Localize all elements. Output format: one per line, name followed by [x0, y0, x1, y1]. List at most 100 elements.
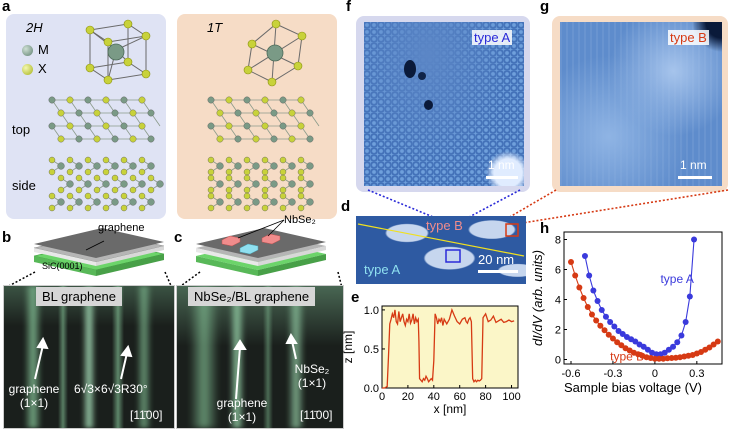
rheed-c-nbse2-streak-label: NbSe₂ (1×1) [294, 362, 330, 390]
stm-g-type-label: type B [668, 30, 709, 45]
lattice-atom [288, 162, 296, 170]
lattice-atom [306, 135, 314, 143]
lattice-atom [252, 135, 260, 143]
lattice-atom [279, 192, 287, 200]
unit-cell-2h-diagram [85, 19, 151, 85]
lattice-atom [156, 180, 164, 188]
lattice-atom [66, 96, 74, 104]
data-point [618, 342, 625, 349]
rheed-image-bl-graphene [3, 285, 175, 429]
lattice-atom [102, 204, 110, 212]
lattice-atom [252, 198, 260, 206]
rheed-b-graphene-streak-label: graphene (1×1) [8, 382, 60, 410]
sic-substrate-label: SiC(0001) [42, 261, 83, 271]
legend-x-label: X [38, 61, 47, 76]
y-tick-label: 6 [555, 265, 561, 277]
data-point [581, 253, 588, 259]
lattice-atom [147, 174, 155, 182]
lattice-atom [252, 162, 260, 170]
rheed-title-nbse2-bl-graphene: NbSe₂/BL graphene [188, 287, 316, 306]
lattice-atom [243, 168, 251, 176]
data-point [686, 293, 693, 300]
data-point [674, 339, 681, 346]
lattice-atom [234, 198, 242, 206]
lattice-atom [279, 174, 287, 182]
x-tick-label: 20 [402, 391, 414, 403]
data-point [706, 344, 713, 351]
lattice-atom [261, 168, 269, 176]
lattice-atom [111, 162, 119, 170]
lattice-atom [288, 198, 296, 206]
unit-cell-1t-diagram [243, 19, 307, 87]
lattice-atom [102, 168, 110, 176]
lattice-atom [57, 174, 65, 182]
panel-label-d: d [341, 198, 351, 215]
lattice-atom [120, 122, 128, 130]
y-tick-label: 4 [555, 295, 561, 307]
y-tick-label: 0.5 [364, 344, 379, 356]
lattice-atom [279, 168, 287, 176]
lattice-atom [207, 204, 215, 212]
lattice-atom [216, 135, 224, 143]
stm-f-type-label: type A [472, 30, 513, 45]
x-tick-label: 100 [502, 391, 520, 403]
lattice-atom [66, 122, 74, 130]
data-point [640, 343, 647, 350]
stm-d-scalebar-label: 20 nm [478, 252, 515, 267]
lattice-atom [243, 156, 251, 164]
data-point [594, 298, 601, 304]
x-tick-label: 80 [479, 391, 491, 403]
x-tick-label: 0.3 [689, 368, 704, 380]
data-point [580, 295, 587, 301]
lattice-atom [147, 186, 155, 194]
lattice-atom [225, 156, 233, 164]
lattice-atom [138, 96, 146, 104]
panel-label-e: e [351, 289, 360, 306]
lattice-atom [252, 109, 260, 117]
lattice-atom [111, 109, 119, 117]
lattice-atom [243, 204, 251, 212]
lattice-atom [75, 109, 83, 117]
lattice-atom [261, 174, 269, 182]
lattice-atom [297, 156, 305, 164]
rheed-title-bl-graphene: BL graphene [36, 287, 122, 306]
arrows-c [233, 332, 298, 400]
lattice-atom [306, 162, 314, 170]
lattice-atom [297, 96, 305, 104]
lattice-atom [93, 135, 101, 143]
lattice-atom [261, 156, 269, 164]
rheed-image-nbse2-bl-graphene [176, 285, 344, 429]
panel-label-h: h [540, 220, 550, 237]
panel-label-c: c [174, 229, 183, 246]
lattice-atom [66, 192, 74, 200]
data-point [590, 287, 597, 294]
lattice-atom [75, 162, 83, 170]
data-point [597, 322, 604, 329]
y-tick-label: 0.0 [364, 383, 379, 395]
x-tick-label: 60 [454, 391, 466, 403]
panel-label-g: g [540, 0, 550, 15]
lattice-atom [279, 204, 287, 212]
lattice-atom [234, 180, 242, 188]
lattice-atom [261, 192, 269, 200]
data-point [614, 339, 621, 346]
arrows-b [34, 336, 133, 380]
view-label-side: side [12, 178, 36, 193]
data-point [609, 335, 616, 342]
lattice-atom [48, 168, 56, 176]
lattice-atom [216, 180, 224, 188]
lattice-atom [297, 168, 305, 176]
lattice-atom [279, 186, 287, 194]
lattice-atom [207, 186, 215, 194]
lattice-atom [75, 174, 83, 182]
lattice-atom [138, 156, 146, 164]
x-tick-label: -0.6 [562, 368, 581, 380]
lattice-atom [48, 192, 56, 200]
data-point [632, 338, 639, 345]
lattice-atom [93, 186, 101, 194]
data-point [576, 284, 583, 291]
panel-label-a: a [2, 0, 11, 15]
nbse2-graphene-schematic [196, 219, 326, 276]
x-atom-legend-icon [22, 64, 33, 75]
lattice-atom [120, 168, 128, 176]
